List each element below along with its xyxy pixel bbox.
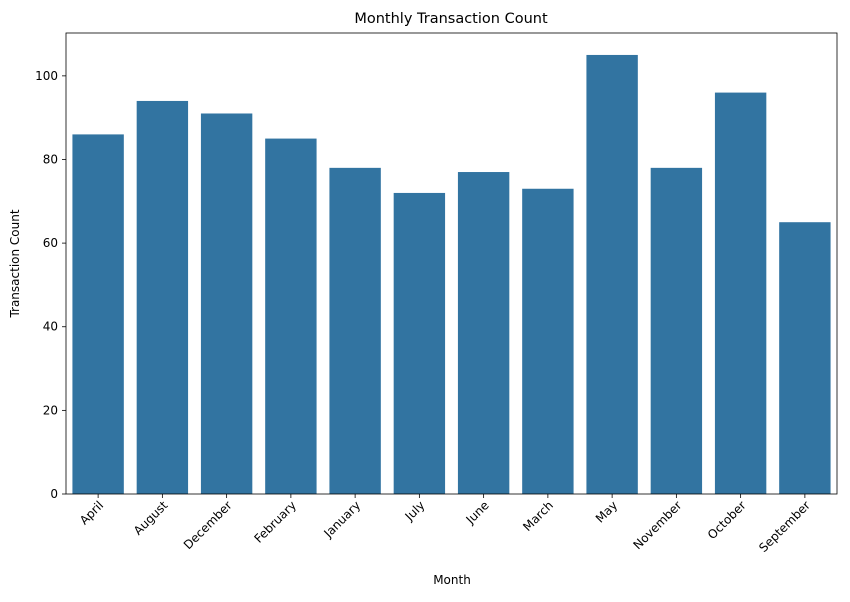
- bar-november: [650, 167, 703, 494]
- bar-may: [586, 54, 638, 494]
- bars-group: [72, 54, 831, 495]
- x-tick-label-november: November: [630, 498, 684, 552]
- x-axis-ticks: April August December February January July Ju…: [77, 494, 813, 555]
- y-tick-label: 100: [35, 69, 58, 83]
- bar-june: [457, 172, 510, 495]
- y-axis-label: Transaction Count: [8, 209, 22, 318]
- x-tick-label-march: March: [520, 498, 556, 534]
- y-tick-label: 80: [43, 152, 58, 166]
- bar-february: [265, 138, 317, 494]
- x-tick-label-june: June: [463, 498, 492, 527]
- y-tick-label: 60: [43, 236, 58, 250]
- bar-september: [779, 222, 831, 494]
- bar-december: [200, 113, 253, 494]
- y-tick-label: 40: [43, 320, 58, 334]
- bar-january: [329, 167, 381, 494]
- x-tick-label-september: September: [756, 498, 813, 555]
- x-tick-label-may: May: [593, 498, 620, 525]
- x-tick-label-april: April: [77, 498, 106, 527]
- x-axis-label: Month: [433, 573, 471, 587]
- plot-frame: [65, 32, 838, 495]
- bar-april: [72, 134, 124, 494]
- x-tick-label-january: January: [320, 498, 363, 541]
- y-tick-label: 20: [43, 403, 58, 417]
- bar-august: [136, 100, 189, 494]
- bar-july: [393, 192, 446, 494]
- x-tick-label-july: July: [402, 498, 428, 524]
- x-tick-label-february: February: [251, 498, 299, 546]
- bar-october: [714, 92, 767, 495]
- y-tick-label: 0: [50, 487, 58, 501]
- x-tick-label-october: October: [705, 498, 749, 542]
- x-tick-label-august: August: [131, 498, 171, 538]
- chart-title: Monthly Transaction Count: [354, 11, 548, 27]
- y-axis-ticks: 0 20 40 60 80 100: [35, 69, 66, 501]
- x-tick-label-december: December: [181, 498, 235, 552]
- bar-march: [522, 188, 574, 494]
